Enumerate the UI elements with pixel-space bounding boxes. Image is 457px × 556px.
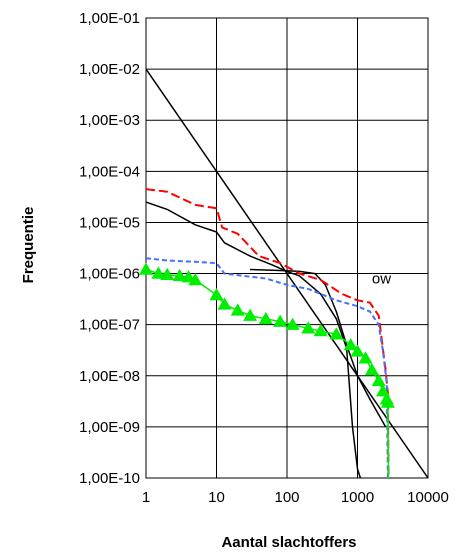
x-tick-label: 1 bbox=[142, 489, 150, 506]
series-5 bbox=[139, 262, 395, 479]
y-tick-label: 1,00E-02 bbox=[79, 61, 140, 78]
series-5-point-5 bbox=[188, 272, 203, 286]
series-5-point-11 bbox=[273, 314, 288, 327]
x-axis-title: Aantal slachtoffers bbox=[221, 534, 356, 551]
series-5-point-15 bbox=[329, 327, 344, 340]
x-tick-label: 100 bbox=[274, 489, 299, 506]
series-5-point-18 bbox=[358, 351, 373, 364]
series-5-point-6 bbox=[209, 288, 224, 301]
y-tick-label: 1,00E-04 bbox=[79, 163, 140, 180]
y-axis-title: Frequentie bbox=[20, 207, 37, 284]
series-5-point-9 bbox=[243, 308, 258, 321]
tick-labels: 1,00E-10 1,00E-09 1,00E-08 1,00E-07 1,00E-06… bbox=[79, 10, 449, 506]
series-line-1 bbox=[145, 201, 362, 479]
x-tick-label: 10000 bbox=[407, 489, 449, 506]
y-tick-label: 1,00E-08 bbox=[79, 368, 140, 385]
series-line-4 bbox=[145, 257, 389, 479]
series-5-point-7 bbox=[217, 297, 232, 310]
series-5-point-8 bbox=[230, 303, 245, 316]
y-tick-label: 1,00E-10 bbox=[79, 470, 140, 487]
series-3 bbox=[145, 188, 390, 479]
series-4 bbox=[145, 257, 389, 479]
y-tick-label: 1,00E-03 bbox=[79, 112, 140, 129]
series-5-point-2 bbox=[160, 267, 175, 280]
series-5-point-3 bbox=[172, 268, 187, 282]
series-5-point-14 bbox=[313, 324, 328, 337]
series-5-point-20 bbox=[371, 373, 386, 386]
series-5-point-1 bbox=[151, 266, 166, 279]
series-5-point-0 bbox=[139, 262, 153, 275]
series-5-point-16 bbox=[343, 338, 358, 351]
y-tick-label: 1,00E-05 bbox=[79, 214, 140, 231]
y-tick-label: 1,00E-01 bbox=[79, 10, 140, 27]
y-tick-label: 1,00E-06 bbox=[79, 266, 140, 283]
series-5-point-23 bbox=[380, 395, 395, 408]
plot-area bbox=[145, 17, 429, 479]
series-line-5 bbox=[145, 268, 390, 479]
y-tick-label: 1,00E-09 bbox=[79, 419, 140, 436]
series-5-point-12 bbox=[285, 317, 300, 330]
series-5-point-17 bbox=[350, 344, 365, 357]
series-layer bbox=[139, 68, 429, 479]
series-5-point-13 bbox=[301, 321, 316, 334]
series-line-0 bbox=[145, 68, 429, 479]
series-line-3 bbox=[145, 188, 390, 479]
series-5-point-10 bbox=[258, 311, 273, 325]
x-tick-label: 10 bbox=[208, 489, 225, 506]
y-tick-label: 1,00E-07 bbox=[79, 317, 140, 334]
series-0 bbox=[145, 68, 429, 479]
series-5-point-19 bbox=[364, 362, 379, 376]
grid bbox=[145, 17, 429, 479]
annotation-ow: ow bbox=[372, 271, 391, 288]
x-tick-label: 1000 bbox=[341, 489, 374, 506]
series-1 bbox=[145, 201, 362, 479]
